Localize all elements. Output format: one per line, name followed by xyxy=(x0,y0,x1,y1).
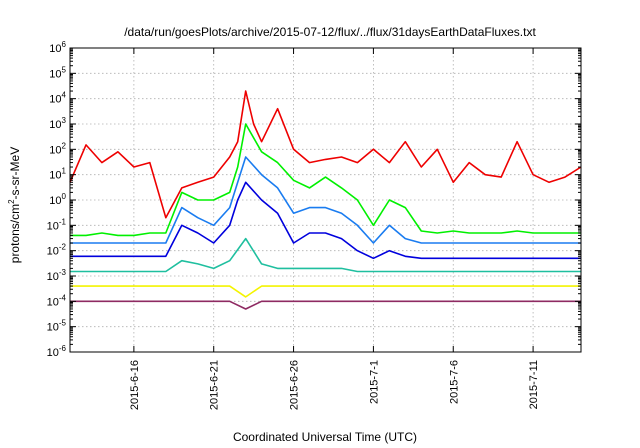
series-line-2 xyxy=(70,123,581,237)
y-tick-label: 10-6 xyxy=(47,344,67,359)
y-tick-label: 10-2 xyxy=(47,243,67,258)
y-axis-label-sup: 2 xyxy=(7,199,16,204)
x-axis-label: Coordinated Universal Time (UTC) xyxy=(233,430,417,444)
y-tick-label: 102 xyxy=(49,141,66,156)
series-line-7 xyxy=(70,300,581,310)
y-tick-label: 101 xyxy=(49,167,66,182)
y-tick-label: 10-5 xyxy=(47,319,67,334)
series-line-5 xyxy=(70,237,581,273)
y-tick-label: 103 xyxy=(49,116,66,131)
x-tick-label: 2015-6-26 xyxy=(289,360,301,410)
series-line-3 xyxy=(70,156,581,244)
x-tick-label: 2015-6-21 xyxy=(209,360,221,410)
series-line-1 xyxy=(69,90,582,219)
y-axis-label-prefix: protons/cm xyxy=(8,204,22,263)
y-axis-label-suffix: -s-sr-MeV xyxy=(8,147,22,200)
y-tick-label: 10-3 xyxy=(47,268,67,283)
x-tick-label: 2015-7-11 xyxy=(528,360,540,409)
axis-ticks: 10-6 10-5 10-4 10-3 10-2 10-1 100 101 102 103 104 1… xyxy=(47,40,581,410)
data-series xyxy=(69,90,582,310)
y-tick-label: 10-1 xyxy=(47,217,67,232)
y-tick-label: 10-4 xyxy=(47,293,67,308)
x-tick-label: 2015-7-6 xyxy=(448,360,460,404)
x-tick-label: 2015-7-1 xyxy=(368,360,380,404)
y-tick-label: 105 xyxy=(49,65,66,80)
x-tick-label: 2015-6-16 xyxy=(129,360,141,410)
chart-title: /data/run/goesPlots/archive/2015-07-12/f… xyxy=(124,25,536,39)
y-tick-label: 106 xyxy=(49,40,66,55)
y-axis-label: protons/cm2-s-sr-MeV xyxy=(7,147,22,263)
y-tick-label: 100 xyxy=(49,192,66,207)
series-line-4 xyxy=(70,181,581,260)
grid xyxy=(70,48,581,352)
series-line-6 xyxy=(70,285,581,298)
y-tick-label: 104 xyxy=(49,91,66,106)
